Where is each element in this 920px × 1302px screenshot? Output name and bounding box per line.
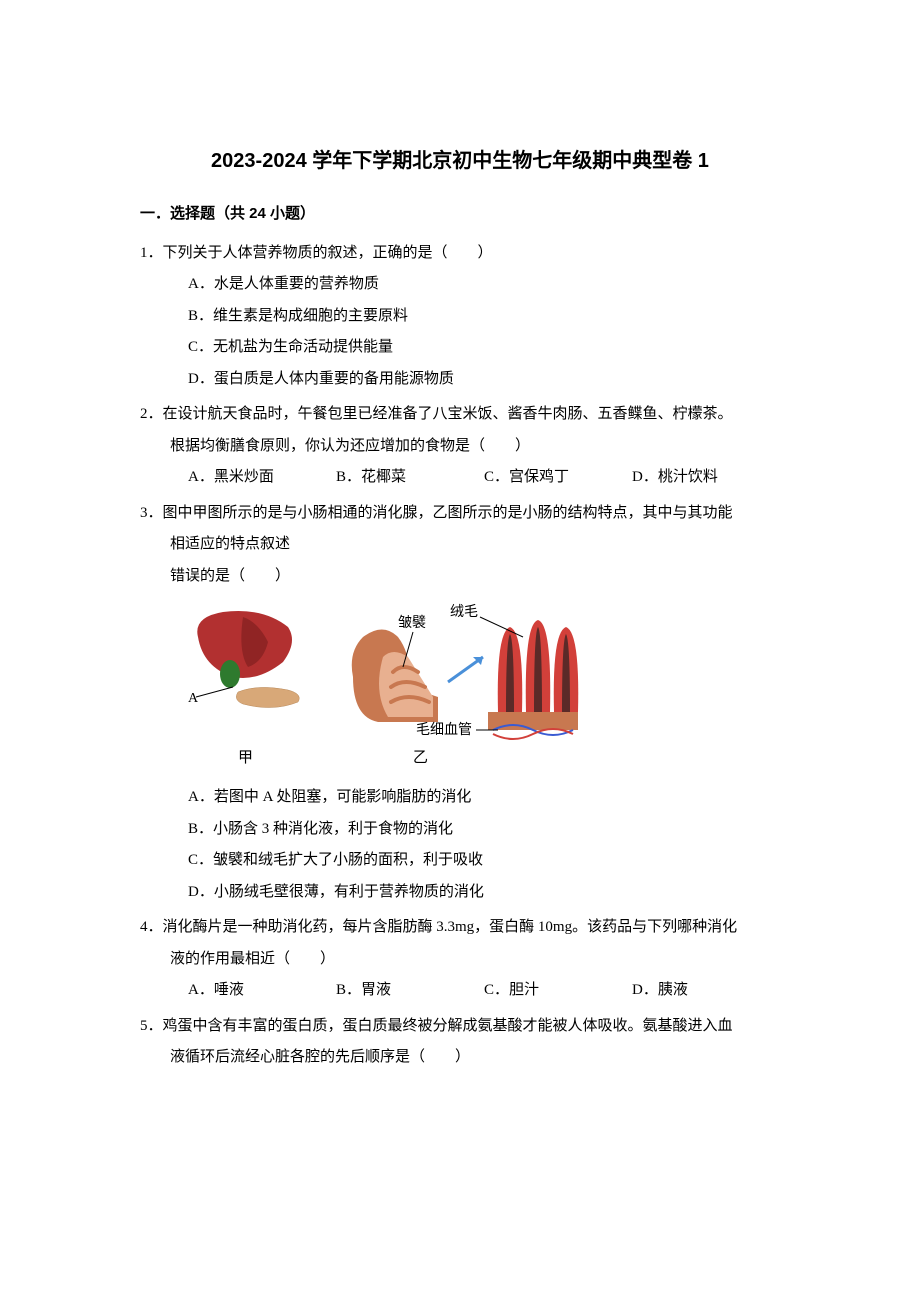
q3-option-c: C．皱襞和绒毛扩大了小肠的面积，利于吸收 xyxy=(188,845,780,877)
figure-yi-folds-icon: 皱襞 xyxy=(352,614,438,722)
label-rongmao: 绒毛 xyxy=(450,604,478,620)
label-yi: 乙 xyxy=(413,750,428,766)
q4-option-d: D．胰液 xyxy=(632,975,780,1007)
q4-stem-line2: 液的作用最相近（ ） xyxy=(140,944,780,976)
q3-option-b: B．小肠含 3 种消化液，利于食物的消化 xyxy=(188,814,780,846)
q2-option-d: D．桃汁饮料 xyxy=(632,462,780,494)
q5-stem-line1: 5．鸡蛋中含有丰富的蛋白质，蛋白质最终被分解成氨基酸才能被人体吸收。氨基酸进入血 xyxy=(140,1011,780,1043)
question-2: 2．在设计航天食品时，午餐包里已经准备了八宝米饭、酱香牛肉肠、五香鲽鱼、柠檬茶。… xyxy=(140,399,780,494)
q2-stem-line1: 2．在设计航天食品时，午餐包里已经准备了八宝米饭、酱香牛肉肠、五香鲽鱼、柠檬茶。 xyxy=(140,399,780,431)
label-zhezhou: 皱襞 xyxy=(398,614,426,631)
q2-stem-line2: 根据均衡膳食原则，你认为还应增加的食物是（ ） xyxy=(140,431,780,463)
q3-stem-line2: 相适应的特点叙述 xyxy=(140,529,780,561)
q3-option-a: A．若图中 A 处阻塞，可能影响脂肪的消化 xyxy=(188,782,780,814)
section-header: 一．选择题（共 24 小题） xyxy=(140,198,780,230)
q4-option-b: B．胃液 xyxy=(336,975,484,1007)
figure-jia-icon: A xyxy=(188,611,299,708)
q5-stem-line2: 液循环后流经心脏各腔的先后顺序是（ ） xyxy=(140,1042,780,1074)
q1-option-b: B．维生素是构成细胞的主要原料 xyxy=(188,301,780,333)
q4-stem-line1: 4．消化酶片是一种助消化药，每片含脂肪酶 3.3mg，蛋白酶 10mg。该药品与… xyxy=(140,912,780,944)
label-A: A xyxy=(188,691,199,706)
q1-option-c: C．无机盐为生命活动提供能量 xyxy=(188,332,780,364)
question-1: 1．下列关于人体营养物质的叙述，正确的是（ ） A．水是人体重要的营养物质 B．… xyxy=(140,238,780,396)
q4-option-a: A．唾液 xyxy=(188,975,336,1007)
arrow-icon xyxy=(448,657,483,682)
label-maoxixueguan: 毛细血管 xyxy=(416,722,472,738)
q3-stem-line1: 3．图中甲图所示的是与小肠相通的消化腺，乙图所示的是小肠的结构特点，其中与其功能 xyxy=(140,498,780,530)
exam-title: 2023-2024 学年下学期北京初中生物七年级期中典型卷 1 xyxy=(140,140,780,182)
question-3: 3．图中甲图所示的是与小肠相通的消化腺，乙图所示的是小肠的结构特点，其中与其功能… xyxy=(140,498,780,909)
question-4: 4．消化酶片是一种助消化药，每片含脂肪酶 3.3mg，蛋白酶 10mg。该药品与… xyxy=(140,912,780,1007)
q2-option-a: A．黑米炒面 xyxy=(188,462,336,494)
q1-option-d: D．蛋白质是人体内重要的备用能源物质 xyxy=(188,364,780,396)
q1-stem: 1．下列关于人体营养物质的叙述，正确的是（ ） xyxy=(140,238,780,270)
question-5: 5．鸡蛋中含有丰富的蛋白质，蛋白质最终被分解成氨基酸才能被人体吸收。氨基酸进入血… xyxy=(140,1011,780,1074)
q2-option-b: B．花椰菜 xyxy=(336,462,484,494)
label-jia: 甲 xyxy=(238,750,253,766)
q2-option-c: C．宫保鸡丁 xyxy=(484,462,632,494)
q1-option-a: A．水是人体重要的营养物质 xyxy=(188,269,780,301)
q4-option-c: C．胆汁 xyxy=(484,975,632,1007)
q3-option-d: D．小肠绒毛壁很薄，有利于营养物质的消化 xyxy=(188,877,780,909)
q3-stem-line3: 错误的是（ ） xyxy=(140,561,780,593)
figure-villus-icon: 绒毛 毛细血管 xyxy=(416,604,578,739)
q3-figure: A 皱襞 xyxy=(140,602,780,772)
